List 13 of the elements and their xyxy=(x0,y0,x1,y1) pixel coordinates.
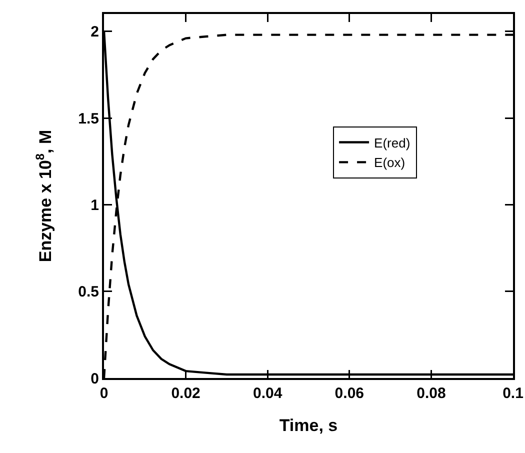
x-tick-label: 0.04 xyxy=(253,385,283,402)
legend-label: E(red) xyxy=(374,135,410,150)
x-tick-label: 0.1 xyxy=(502,385,524,402)
legend-label: E(ox) xyxy=(374,155,406,170)
x-tick-label: 0.06 xyxy=(334,385,364,402)
y-tick-label: 0.5 xyxy=(78,284,99,301)
y-tick-label: 0 xyxy=(90,370,99,388)
x-axis-title: Time, s xyxy=(279,416,338,435)
y-tick-label: 2 xyxy=(90,24,99,41)
x-tick-label: 0.02 xyxy=(171,385,200,402)
x-tick-label: 0.08 xyxy=(416,385,446,402)
y-tick-label: 1 xyxy=(90,196,99,214)
y-tick-label: 1.5 xyxy=(78,110,99,128)
